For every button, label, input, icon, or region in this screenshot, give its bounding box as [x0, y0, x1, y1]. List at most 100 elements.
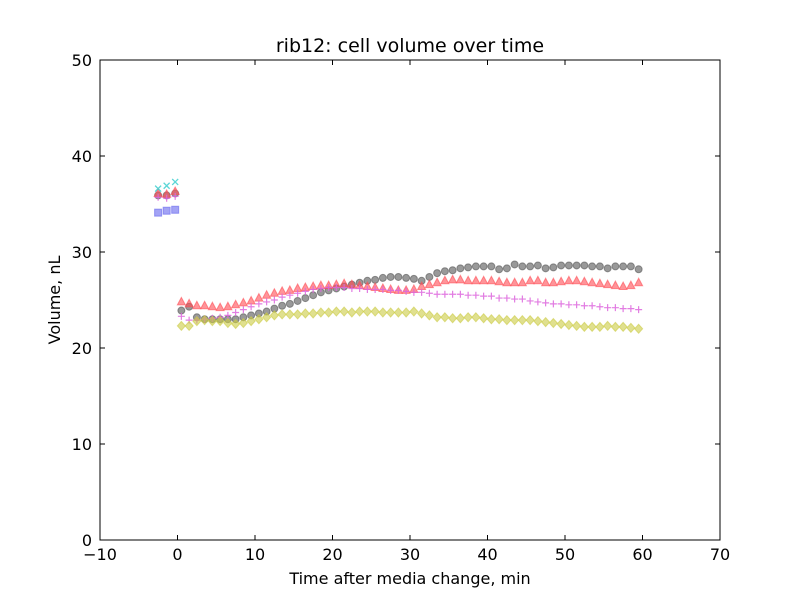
- data-point-circle: [448, 266, 457, 275]
- data-point-triangle: [424, 279, 435, 289]
- data-point-plus: [325, 284, 333, 292]
- data-point-circle: [440, 267, 449, 276]
- data-point-diamond: [502, 314, 512, 326]
- data-point-diamond: [424, 310, 435, 321]
- data-point-diamond: [602, 320, 613, 332]
- data-point-cross: [163, 182, 171, 190]
- data-point-plus: [301, 287, 309, 295]
- data-point-circle: [526, 262, 535, 271]
- chart-title: rib12: cell volume over time: [276, 35, 544, 57]
- data-point-plus: [456, 290, 464, 298]
- data-point-plus: [286, 291, 294, 299]
- data-point-plus: [154, 193, 162, 201]
- data-point-plus: [534, 298, 542, 306]
- data-point-diamond: [199, 314, 210, 326]
- data-point-plus: [495, 294, 503, 302]
- data-point-circle: [572, 261, 581, 270]
- data-point-diamond: [277, 309, 287, 320]
- data-point-circle: [471, 262, 480, 271]
- x-tick-label: 60: [632, 545, 652, 564]
- data-point-circle: [278, 301, 287, 310]
- data-point-triangle: [509, 277, 520, 287]
- data-point-diamond: [323, 307, 334, 318]
- data-point-plus: [588, 302, 596, 310]
- y-tick-label: 0: [82, 531, 92, 550]
- data-point-diamond: [176, 320, 187, 332]
- data-point-diamond: [370, 306, 380, 317]
- data-point-diamond: [385, 307, 396, 318]
- data-point-triangle: [564, 275, 574, 285]
- data-point-diamond: [494, 313, 504, 325]
- data-point-diamond: [331, 306, 342, 317]
- data-point-diamond: [215, 315, 225, 327]
- data-point-circle: [487, 262, 496, 271]
- data-point-triangle: [207, 301, 218, 311]
- data-point-plus: [402, 287, 410, 295]
- data-point-plus: [425, 289, 433, 297]
- data-point-plus: [247, 303, 255, 311]
- data-point-triangle: [238, 297, 249, 307]
- data-point-triangle: [525, 275, 535, 285]
- data-point-plus: [480, 292, 488, 300]
- data-point-circle: [580, 261, 589, 270]
- data-point-circle: [611, 262, 620, 271]
- data-point-triangle: [432, 277, 442, 287]
- data-point-triangle: [269, 287, 280, 297]
- data-point-triangle: [502, 277, 512, 287]
- data-point-triangle: [440, 275, 450, 285]
- data-point-plus: [171, 192, 179, 200]
- data-point-triangle: [463, 275, 473, 285]
- data-point-plus: [557, 300, 565, 308]
- data-point-diamond: [463, 312, 473, 323]
- data-point-plus: [294, 289, 302, 297]
- data-point-triangle: [192, 300, 202, 310]
- data-point-circle: [533, 261, 542, 270]
- data-point-diamond: [471, 312, 481, 323]
- data-point-plus: [418, 288, 426, 296]
- data-point-circle: [619, 262, 628, 271]
- data-point-plus: [472, 291, 480, 299]
- data-point-diamond: [486, 313, 497, 325]
- data-point-plus: [371, 285, 379, 293]
- data-point-diamond: [347, 307, 357, 318]
- data-point-plus: [518, 295, 526, 303]
- data-point-plus: [433, 290, 441, 298]
- data-point-circle: [386, 272, 395, 281]
- data-point-plus: [177, 312, 185, 320]
- data-point-diamond: [409, 306, 419, 317]
- data-point-plus: [549, 300, 557, 308]
- data-point-triangle: [494, 276, 504, 286]
- data-point-plus: [340, 284, 348, 292]
- data-point-diamond: [556, 318, 566, 330]
- data-point-diamond: [308, 308, 318, 319]
- data-point-diamond: [626, 322, 636, 334]
- data-point-plus: [542, 299, 550, 307]
- data-point-plus: [611, 304, 619, 312]
- data-point-plus: [596, 303, 604, 311]
- data-point-cross: [171, 178, 179, 186]
- data-point-circle: [541, 264, 550, 273]
- data-point-diamond: [300, 308, 311, 319]
- data-point-circle: [285, 299, 294, 308]
- data-point-diamond: [269, 310, 280, 321]
- data-point-diamond: [633, 323, 644, 335]
- data-point-diamond: [432, 312, 442, 323]
- data-point-triangle: [261, 289, 272, 299]
- data-point-triangle: [602, 279, 613, 289]
- data-point-plus: [635, 306, 643, 314]
- data-point-plus: [526, 297, 534, 305]
- data-point-plus: [348, 284, 356, 292]
- data-point-diamond: [354, 306, 365, 317]
- data-point-triangle: [455, 274, 466, 284]
- data-point-plus: [363, 285, 371, 293]
- data-point-circle: [502, 264, 511, 273]
- data-point-triangle: [548, 277, 559, 287]
- data-point-triangle: [230, 299, 241, 309]
- data-point-plus: [619, 305, 627, 313]
- y-tick-label: 50: [72, 51, 92, 70]
- data-point-circle: [456, 264, 465, 273]
- data-point-plus: [224, 311, 232, 319]
- y-tick-label: 10: [72, 435, 92, 454]
